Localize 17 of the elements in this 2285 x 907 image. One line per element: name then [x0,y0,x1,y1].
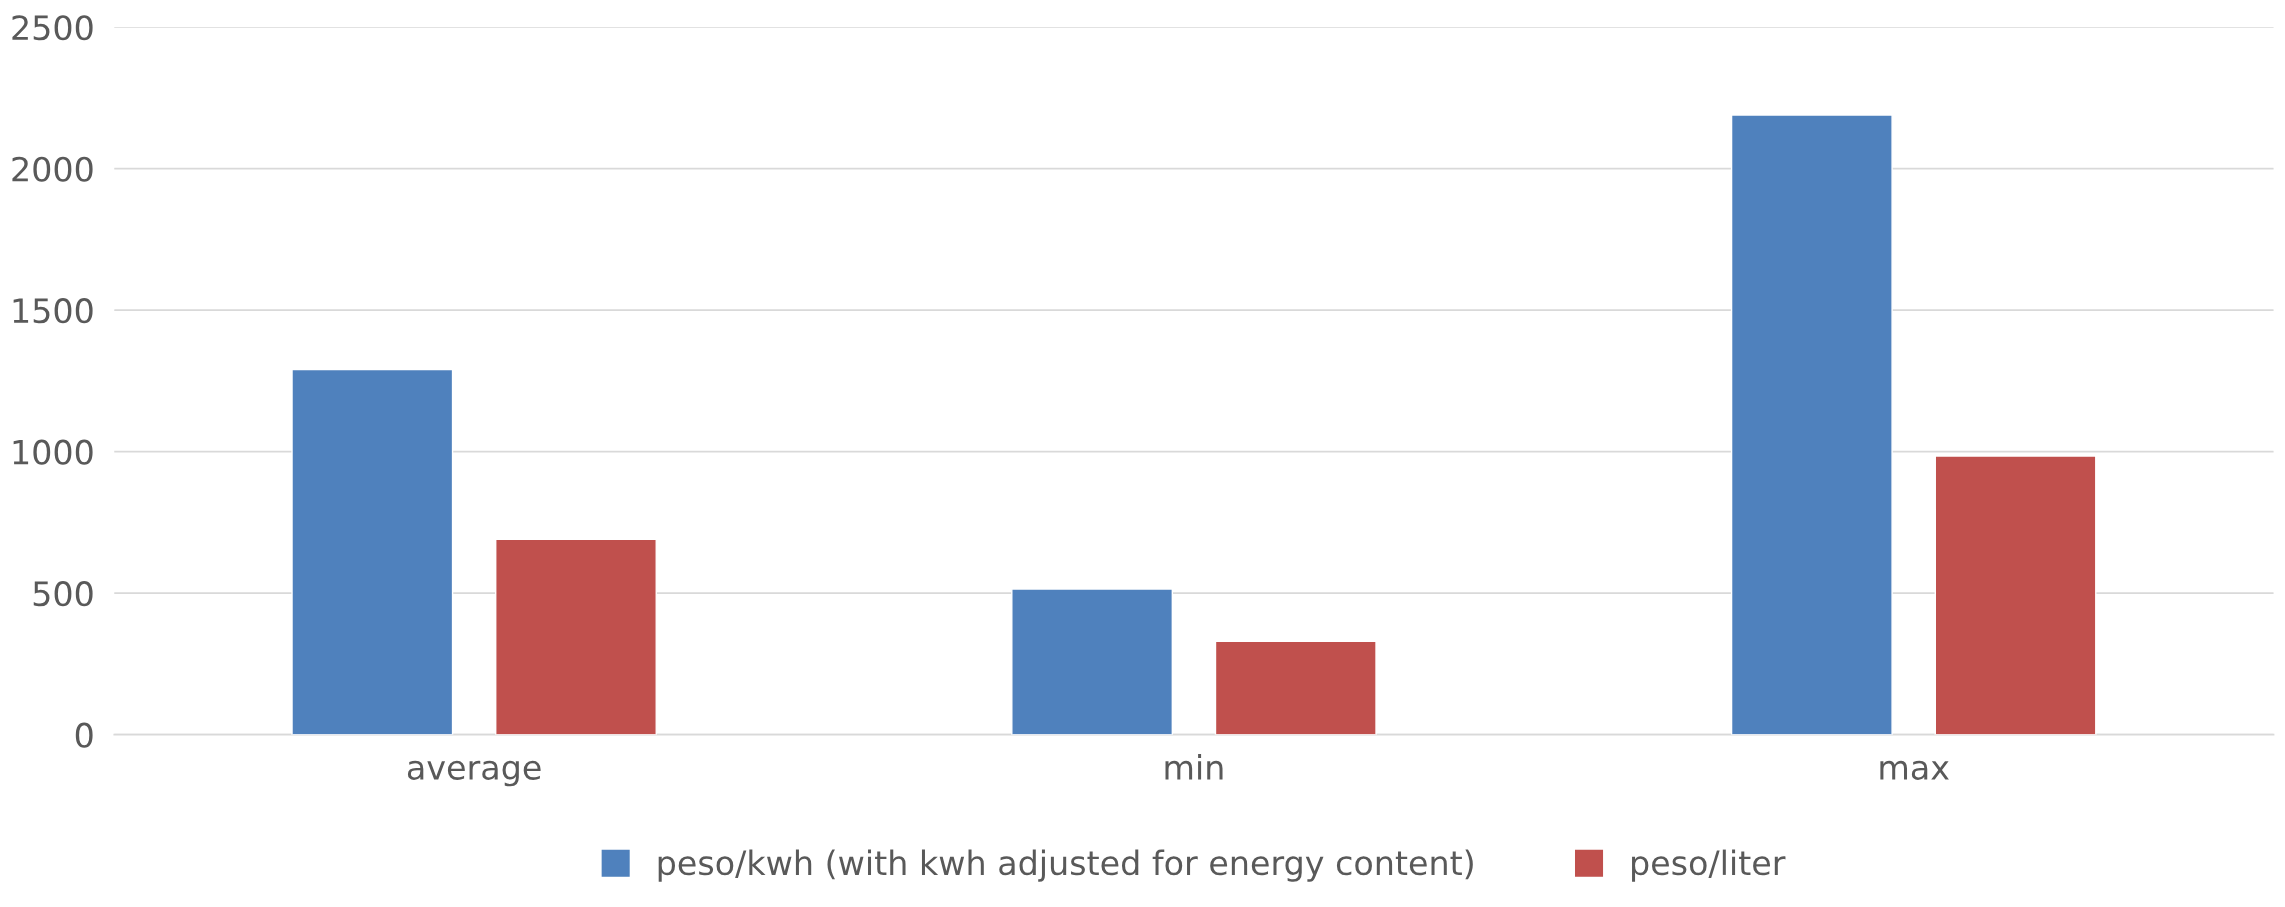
y-tick-label: 2000 [12,156,93,182]
y-tick-label: 500 [33,581,93,607]
bar [495,538,657,735]
y-tick-label: 2500 [12,15,93,41]
x-tick-label: min [1165,754,1223,780]
y-tick-label: 1500 [13,298,93,324]
x-tick-label: average [407,760,541,787]
y-tick-label: 0 [75,722,93,748]
x-tick-label: max [1880,760,1949,780]
legend-label: peso/liter [1632,849,1786,882]
bar [1214,640,1377,735]
bar [1934,455,2097,735]
y-tick-label: 1000 [13,439,93,465]
bar [1730,114,1893,735]
legend-label: peso/kwh (with kwh adjusted for energy content) [658,849,1473,882]
bar [1011,588,1174,735]
bar [291,368,454,735]
